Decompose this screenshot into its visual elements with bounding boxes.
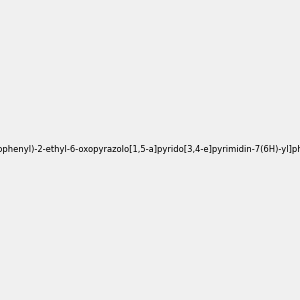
Text: N-{4-[3-(3-chlorophenyl)-2-ethyl-6-oxopyrazolo[1,5-a]pyrido[3,4-e]pyrimidin-7(6H: N-{4-[3-(3-chlorophenyl)-2-ethyl-6-oxopy…: [0, 146, 300, 154]
